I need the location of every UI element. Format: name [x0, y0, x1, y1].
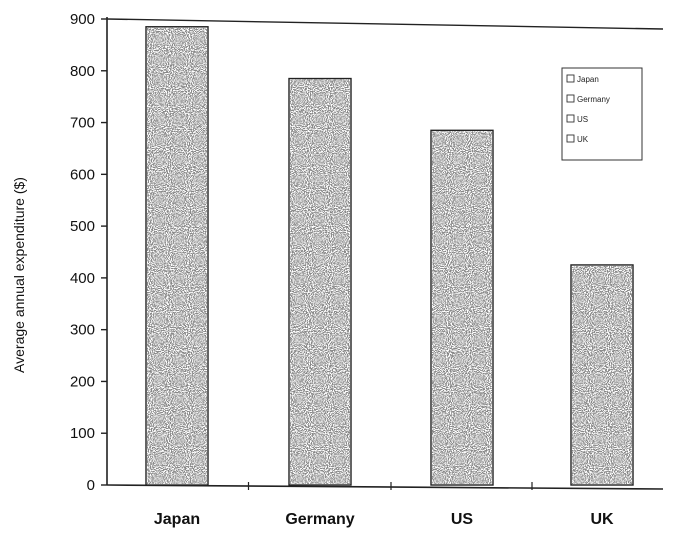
bar-stipple-texture	[572, 265, 632, 484]
legend-swatch	[566, 94, 575, 103]
y-tick-label: 700	[70, 115, 95, 132]
y-tick-label: 200	[70, 373, 95, 390]
x-tick-label: US	[451, 511, 474, 528]
bar-us	[430, 129, 494, 486]
legend-swatch	[566, 74, 575, 83]
legend-entry-label: Japan	[577, 75, 599, 84]
y-axis-label: Average annual expenditure ($)	[11, 177, 27, 373]
legend-entry-label: US	[577, 115, 588, 124]
x-tick-label: Japan	[154, 511, 200, 528]
bar-germany	[288, 77, 352, 486]
y-tick-label: 600	[70, 166, 95, 183]
y-tick-label: 100	[70, 425, 95, 442]
bar-stipple-texture	[147, 27, 207, 485]
bar-stipple-texture	[432, 131, 492, 485]
legend-swatch	[566, 134, 575, 143]
y-tick-label: 500	[70, 218, 95, 235]
bar-japan	[145, 26, 209, 486]
legend-box	[561, 67, 643, 161]
x-tick-label: UK	[590, 511, 614, 528]
x-tick-label: Germany	[285, 511, 354, 528]
legend-entry-label: UK	[577, 135, 589, 144]
y-tick-label: 0	[87, 477, 95, 494]
plot-top-border	[106, 18, 664, 30]
bar-uk	[570, 264, 634, 486]
y-tick-label: 900	[70, 11, 95, 28]
legend: Japan Germany US UK	[561, 67, 643, 161]
legend-swatch	[566, 114, 575, 123]
y-tick-label: 400	[70, 270, 95, 287]
y-tick-label: 300	[70, 322, 95, 339]
bar-stipple-texture	[290, 79, 350, 485]
y-tick-label: 800	[70, 63, 95, 80]
legend-entry-label: Germany	[577, 95, 610, 104]
